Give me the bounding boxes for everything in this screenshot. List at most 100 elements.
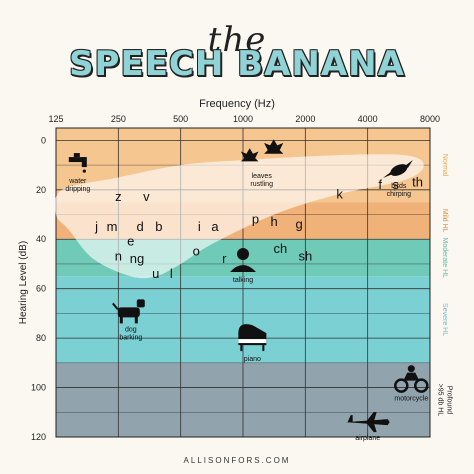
dog-tail (112, 302, 119, 311)
phoneme-label: o (193, 244, 200, 259)
x-tick-label: 8000 (420, 114, 440, 124)
motorcycle-icon (394, 365, 429, 393)
wheel (414, 378, 429, 393)
annotation-label: talking (233, 277, 253, 284)
phoneme-label: j (94, 219, 98, 234)
dog-leg (134, 316, 138, 324)
annotation-label: dripping (65, 186, 90, 193)
faucet-icon (68, 153, 87, 173)
x-tick-label: 1000 (233, 114, 253, 124)
phoneme-label: sh (298, 249, 312, 264)
title-the: the (207, 20, 267, 60)
x-tick-label: 250 (111, 114, 126, 124)
bird-body (390, 164, 408, 176)
piano-icon (238, 324, 267, 352)
x-tick-label: 4000 (358, 114, 378, 124)
phoneme-label: r (222, 251, 227, 266)
y-tick-label: 100 (31, 383, 46, 393)
phoneme-label: m (107, 219, 118, 234)
annotation-label: motorcycle (394, 396, 428, 403)
phoneme-label: h (271, 214, 278, 229)
person-head (237, 247, 249, 260)
y-axis-label: Hearing Level (dB) (18, 241, 29, 324)
leaves-icon (240, 139, 284, 162)
piano-leg (262, 345, 265, 352)
wheel (394, 378, 409, 393)
phoneme-label: s (392, 177, 399, 192)
x-tick-label: 125 (48, 114, 63, 124)
y-tick-label: 0 (41, 135, 46, 145)
phoneme-label: v (143, 189, 150, 204)
phoneme-label: i (198, 219, 201, 234)
person-talking-icon (230, 247, 256, 272)
phoneme-label: d (137, 219, 144, 234)
piano-leg (240, 345, 243, 352)
airplane-wing (365, 412, 377, 423)
y-tick-label: 20 (36, 185, 46, 195)
phoneme-label: th (412, 174, 423, 189)
dog-body (117, 307, 140, 318)
band-label: Profound>95 db HL (437, 384, 453, 417)
phoneme-label: ch (274, 241, 288, 256)
annotation-label: chirping (387, 191, 412, 198)
piano-keys (238, 339, 267, 344)
bird-icon (382, 160, 413, 179)
bird-head (404, 160, 413, 169)
dog-leg (119, 316, 123, 324)
annotation-label: water (68, 178, 87, 185)
phoneme-label: l (170, 266, 173, 281)
phoneme-label: z (115, 189, 122, 204)
annotation-label: airplane (355, 435, 380, 442)
airplane-icon (345, 412, 390, 433)
motorcycle-body (403, 372, 420, 381)
plot-frame (55, 127, 431, 438)
phoneme-label: p (252, 211, 259, 226)
airplane-tail (347, 415, 353, 423)
faucet-body (68, 157, 85, 163)
annotation-label: birds (391, 183, 407, 190)
band-label-text: Normal (441, 154, 448, 177)
rider-head (407, 365, 415, 373)
band-label-text: Mild HL (441, 209, 448, 233)
band-label: Normal (441, 154, 448, 177)
y-tick-label: 80 (36, 333, 46, 343)
band-label-text: Moderate HL (441, 238, 448, 279)
phoneme-label: b (155, 219, 162, 234)
band-label-text: Profound (446, 386, 453, 415)
annotation-label: piano (244, 356, 261, 363)
leaf-shape (240, 148, 259, 162)
faucet-handle (73, 153, 80, 158)
phoneme-label: n (115, 249, 122, 264)
x-tick-label: 500 (173, 114, 188, 124)
y-tick-label: 40 (36, 234, 46, 244)
annotation-label: rustling (250, 181, 273, 188)
band-label: Moderate HL (441, 238, 448, 279)
phoneme-label: f (378, 177, 382, 192)
phoneme-label: a (211, 219, 219, 234)
dog-icon (112, 299, 145, 324)
phoneme-label: e (127, 234, 134, 249)
band-label: Mild HL (441, 209, 448, 233)
phoneme-label: g (295, 216, 302, 231)
speech-banana-shape (54, 154, 424, 279)
airplane-wing (365, 422, 377, 433)
page-title: SPEECH BANANA (69, 44, 405, 84)
band-label-text: Severe HL (441, 303, 448, 336)
phoneme-label: k (336, 187, 343, 202)
person-body (230, 264, 256, 272)
bird-tail (382, 172, 393, 179)
phoneme-label: ng (130, 251, 144, 266)
annotation-label: dog (125, 326, 137, 333)
phoneme-label: u (152, 266, 159, 281)
leaf-shape (264, 139, 284, 154)
faucet-spout (81, 157, 87, 168)
band-label: Severe HL (441, 303, 448, 336)
band-label-text: >95 db HL (437, 384, 444, 417)
footer-credit: ALLISONFORS.COM (183, 456, 291, 465)
annotation-label: leaves (252, 173, 273, 180)
water-drop (82, 169, 86, 173)
x-axis-label: Frequency (Hz) (199, 98, 275, 110)
dog-head (136, 299, 145, 308)
annotation-label: barking (119, 334, 142, 341)
